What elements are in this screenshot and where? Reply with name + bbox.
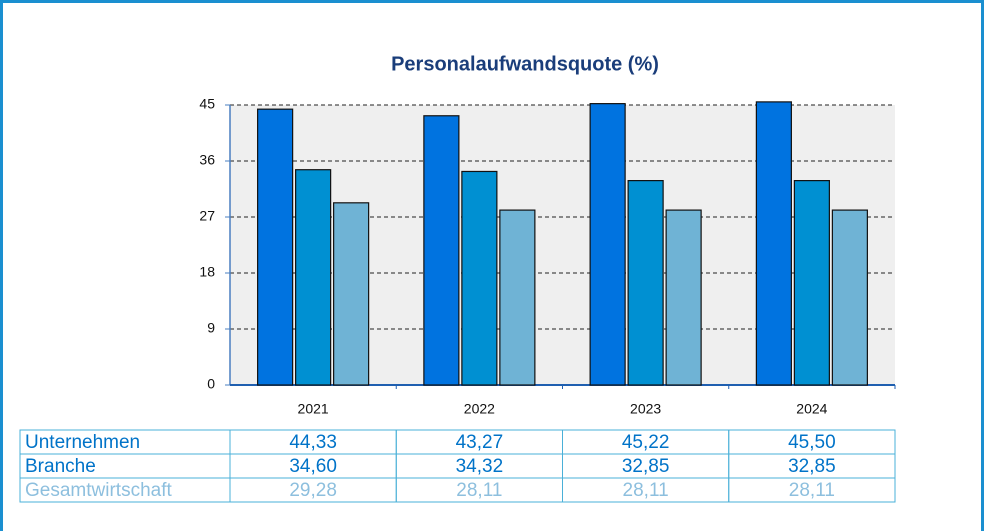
y-tick-label: 45: [199, 96, 215, 112]
bar: [627, 180, 664, 386]
data-label: 34,32: [456, 456, 504, 477]
x-tick-label: 2023: [630, 401, 661, 417]
bar: [831, 209, 868, 386]
data-label: 44,33: [289, 432, 337, 453]
bar: [257, 108, 294, 386]
x-tick-label: 2022: [464, 401, 495, 417]
y-tick-label: 0: [207, 376, 215, 392]
bar: [589, 103, 626, 386]
x-tick-label: 2021: [298, 401, 329, 417]
bar: [499, 209, 536, 386]
data-label: 32,85: [788, 456, 836, 477]
data-label: 34,60: [289, 456, 337, 477]
data-label: 45,22: [622, 432, 670, 453]
bar: [461, 170, 498, 386]
bar: [755, 101, 792, 386]
bar: [665, 209, 702, 386]
chart-title: Personalaufwandsquote (%): [391, 53, 659, 75]
data-label: 28,11: [623, 480, 669, 501]
data-label: 28,11: [456, 480, 502, 501]
data-label: 32,85: [622, 456, 670, 477]
legend-label: Branche: [25, 456, 96, 477]
data-label: 29,28: [289, 480, 337, 501]
x-tick-label: 2024: [796, 401, 827, 417]
table-cell: [728, 477, 896, 503]
bar: [423, 115, 460, 386]
bar: [295, 169, 332, 386]
legend-label: Unternehmen: [25, 432, 140, 453]
data-label: 43,27: [456, 432, 504, 453]
y-tick-label: 27: [199, 208, 215, 224]
bar: [793, 180, 830, 386]
data-label: 45,50: [788, 432, 836, 453]
y-tick-label: 36: [199, 152, 215, 168]
bar: [333, 202, 370, 386]
legend-label: Gesamtwirtschaft: [25, 480, 172, 501]
y-tick-label: 18: [199, 264, 215, 280]
y-tick-label: 9: [207, 320, 215, 336]
data-label: 28,11: [789, 480, 835, 501]
